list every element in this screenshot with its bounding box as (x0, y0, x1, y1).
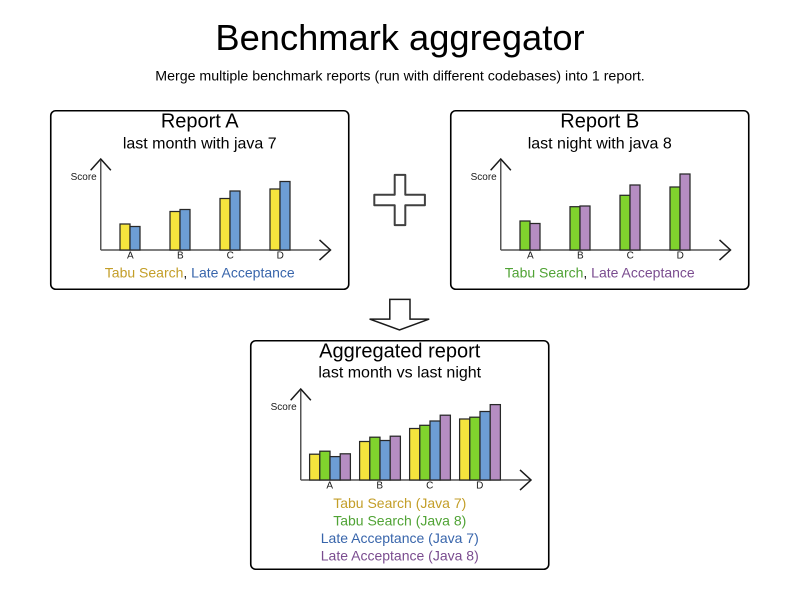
svg-text:B: B (376, 481, 383, 492)
svg-text:last month with java 7: last month with java 7 (123, 136, 277, 153)
svg-text:Report A: Report A (161, 111, 239, 133)
svg-text:B: B (577, 251, 584, 262)
svg-text:Tabu Search, Late Acceptance: Tabu Search, Late Acceptance (105, 264, 295, 280)
svg-text:Score: Score (271, 402, 298, 413)
svg-text:Score: Score (71, 172, 98, 183)
svg-text:D: D (476, 481, 483, 492)
svg-text:A: A (326, 481, 333, 492)
svg-text:Tabu Search, Late Acceptance: Tabu Search, Late Acceptance (505, 264, 695, 280)
svg-text:C: C (627, 251, 634, 262)
svg-text:Score: Score (471, 172, 498, 183)
svg-text:Merge multiple benchmark repor: Merge multiple benchmark reports (run wi… (155, 69, 644, 85)
svg-text:Aggregated report: Aggregated report (319, 341, 481, 363)
svg-text:C: C (426, 481, 433, 492)
svg-text:Benchmark aggregator: Benchmark aggregator (215, 17, 584, 58)
svg-text:D: D (277, 251, 284, 262)
svg-text:last month vs last night: last month vs last night (318, 364, 481, 381)
svg-text:D: D (677, 251, 684, 262)
svg-text:Late Acceptance (Java 7): Late Acceptance (Java 7) (321, 530, 479, 546)
svg-text:A: A (527, 251, 534, 262)
svg-text:C: C (227, 251, 234, 262)
svg-text:B: B (177, 251, 184, 262)
svg-text:Report B: Report B (560, 111, 639, 133)
svg-text:Late Acceptance (Java 8): Late Acceptance (Java 8) (321, 547, 479, 563)
svg-text:A: A (127, 251, 134, 262)
svg-text:Tabu Search (Java 7): Tabu Search (Java 7) (333, 495, 466, 511)
svg-text:Tabu Search (Java 8): Tabu Search (Java 8) (333, 512, 466, 528)
svg-text:last night with java 8: last night with java 8 (528, 136, 672, 153)
